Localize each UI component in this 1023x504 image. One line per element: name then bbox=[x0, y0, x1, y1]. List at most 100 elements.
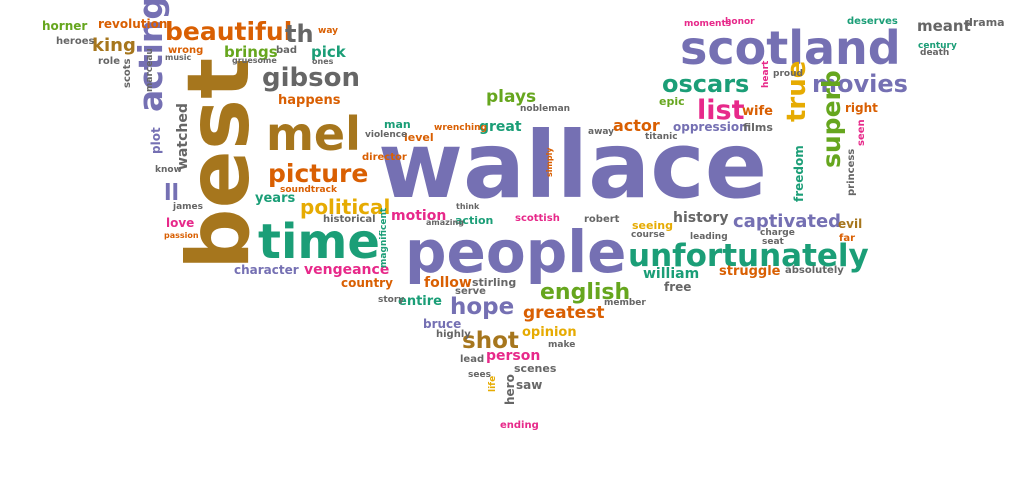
word-simply: simply bbox=[545, 147, 554, 177]
word-mel: mel bbox=[266, 107, 361, 161]
word-magnificent: magnificent bbox=[379, 207, 389, 268]
word-music: music bbox=[165, 53, 192, 62]
word-time: time bbox=[258, 214, 380, 270]
word-country: country bbox=[341, 276, 393, 290]
word-seat: seat bbox=[762, 237, 785, 247]
word-english: english bbox=[540, 280, 630, 305]
word-years: years bbox=[255, 191, 295, 206]
word-epic: epic bbox=[659, 95, 685, 108]
word-heroes: heroes bbox=[56, 36, 94, 47]
word-action: action bbox=[455, 214, 493, 227]
word-opinion: opinion bbox=[522, 325, 577, 340]
word-plays: plays bbox=[486, 87, 536, 107]
word-far: far bbox=[839, 233, 855, 244]
word-life: life bbox=[488, 376, 498, 392]
word-sees: sees bbox=[468, 370, 491, 380]
word-death: death bbox=[920, 48, 949, 58]
word-oscars: oscars bbox=[662, 70, 749, 98]
word-shot: shot bbox=[462, 328, 519, 354]
word-freedom: freedom bbox=[792, 145, 806, 202]
word-bruce: bruce bbox=[423, 317, 461, 331]
word-absolutely: absolutely bbox=[785, 265, 844, 276]
word-marceau: marceau bbox=[145, 48, 155, 92]
word-serve: serve bbox=[455, 286, 486, 297]
word-way: way bbox=[318, 26, 338, 36]
word-scottish: scottish bbox=[515, 213, 560, 224]
word-bad: bad bbox=[276, 45, 297, 56]
word-away: away bbox=[588, 127, 614, 137]
word-honor: honor bbox=[725, 17, 755, 27]
word-great: great bbox=[479, 119, 522, 135]
word-entire: entire bbox=[398, 294, 442, 309]
word-captivated: captivated bbox=[733, 211, 841, 232]
word-right: right bbox=[845, 101, 878, 115]
word-titanic: titanic bbox=[645, 132, 678, 142]
word-superb: superb bbox=[817, 70, 846, 168]
word-king: king bbox=[92, 35, 136, 56]
word-hero: hero bbox=[503, 374, 517, 405]
word-free: free bbox=[664, 280, 691, 294]
word-revolution: revolution bbox=[98, 17, 167, 31]
word-evil: evil bbox=[838, 217, 862, 231]
word-soundtrack: soundtrack bbox=[280, 185, 338, 195]
word-robert: robert bbox=[584, 214, 620, 225]
word-scenes: scenes bbox=[514, 362, 557, 375]
word-man: man bbox=[384, 118, 411, 131]
word-plot: plot bbox=[149, 127, 163, 154]
word-scotland: scotland bbox=[680, 21, 901, 75]
word-oppression: oppression bbox=[673, 120, 748, 134]
word-horner: horner bbox=[42, 19, 87, 33]
word-role: role bbox=[98, 56, 120, 67]
word-wrenching: wrenching bbox=[434, 123, 487, 133]
word-struggle: struggle bbox=[719, 264, 781, 279]
word-century: century bbox=[918, 41, 957, 51]
word-films: films bbox=[743, 121, 773, 134]
word-pick: pick bbox=[311, 43, 347, 61]
word-heart: heart bbox=[761, 60, 771, 88]
word-meant: meant bbox=[917, 17, 971, 35]
word-moments: moments bbox=[684, 19, 731, 29]
word-follow: follow bbox=[424, 275, 472, 291]
word-unfortunately: unfortunately bbox=[628, 238, 869, 274]
word-member: member bbox=[604, 298, 646, 308]
word-ll: ll bbox=[164, 181, 179, 206]
word-seen: seen bbox=[856, 119, 867, 146]
word-seeing: seeing bbox=[632, 219, 673, 232]
word-amazing: amazing bbox=[426, 218, 464, 227]
word-greatest: greatest bbox=[523, 303, 604, 323]
word-love: love bbox=[166, 216, 194, 230]
word-political: political bbox=[300, 195, 390, 219]
word-best: best bbox=[169, 58, 269, 270]
word-leading: leading bbox=[690, 232, 728, 242]
word-know: know bbox=[155, 165, 182, 175]
word-wrong: wrong bbox=[168, 45, 203, 56]
word-passion: passion bbox=[164, 231, 199, 240]
word-th: th bbox=[285, 20, 314, 48]
word-highly: highly bbox=[436, 329, 471, 340]
word-brings: brings bbox=[224, 43, 278, 61]
word-people: people bbox=[405, 218, 626, 286]
word-picture: picture bbox=[268, 159, 368, 188]
word-ones: ones bbox=[312, 57, 334, 66]
word-history: history bbox=[673, 210, 728, 226]
word-happens: happens bbox=[278, 93, 341, 108]
word-actor: actor bbox=[613, 116, 660, 135]
word-story: story bbox=[378, 295, 404, 305]
word-think: think bbox=[456, 202, 480, 211]
word-gibson: gibson bbox=[262, 63, 360, 93]
word-violence: violence bbox=[365, 130, 407, 140]
word-saw: saw bbox=[516, 378, 542, 392]
word-ending: ending bbox=[500, 420, 539, 431]
word-nobleman: nobleman bbox=[520, 104, 570, 114]
word-wallace: wallace bbox=[378, 112, 767, 219]
word-deserves: deserves bbox=[847, 16, 898, 27]
word-drama: drama bbox=[965, 16, 1005, 29]
word-beautiful: beautiful bbox=[165, 17, 292, 46]
word-gruesome: gruesome bbox=[232, 56, 277, 65]
word-course: course bbox=[631, 230, 665, 240]
word-princess: princess bbox=[846, 149, 857, 196]
word-level: level bbox=[404, 131, 434, 144]
word-acting: acting bbox=[131, 0, 170, 112]
word-vengeance: vengeance bbox=[304, 262, 389, 278]
